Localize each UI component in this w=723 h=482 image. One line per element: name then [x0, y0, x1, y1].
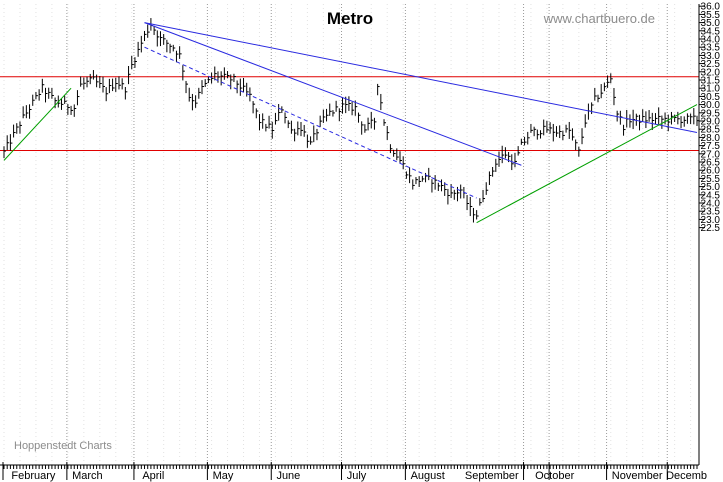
y-tick-label: 27.0 [701, 149, 721, 160]
x-tick-label: July [347, 470, 367, 482]
x-tick-label: April [142, 470, 164, 482]
source-label: www.chartbuero.de [543, 11, 655, 26]
y-tick-label: 26.0 [701, 166, 721, 177]
y-axis: 22.523.023.524.024.525.025.526.026.527.0… [699, 2, 720, 234]
y-tick-label: 27.5 [701, 141, 721, 152]
y-tick-label: 28.5 [701, 125, 721, 136]
y-tick-label: 34.0 [701, 35, 721, 46]
y-tick-label: 36.0 [701, 2, 721, 13]
y-tick-label: 32.5 [701, 59, 721, 70]
chart-title: Metro [327, 9, 373, 28]
x-tick-label: February [11, 470, 56, 482]
y-tick-label: 25.0 [701, 182, 721, 193]
y-tick-label: 33.0 [701, 51, 721, 62]
green-trend-line [476, 104, 698, 224]
y-tick-label: 31.5 [701, 76, 721, 87]
y-tick-label: 24.0 [701, 199, 721, 210]
x-tick-label: November [612, 470, 663, 482]
y-tick-label: 35.0 [701, 18, 721, 29]
y-tick-label: 29.5 [701, 108, 721, 119]
y-tick-label: 34.5 [701, 26, 721, 37]
x-axis: February March April May June July August Septe… [2, 462, 707, 482]
x-tick-label: October [535, 470, 574, 482]
y-tick-label: 23.5 [701, 207, 721, 218]
y-tick-label: 30.0 [701, 100, 721, 111]
y-tick-label: 28.0 [701, 133, 721, 144]
y-tick-label: 29.0 [701, 117, 721, 128]
x-tick-label: June [276, 470, 300, 482]
reference-lines [0, 76, 699, 152]
x-tick-label: August [411, 470, 445, 482]
y-tick-label: 30.5 [701, 92, 721, 103]
y-tick-label: 31.0 [701, 84, 721, 95]
y-tick-label: 24.5 [701, 190, 721, 201]
x-tick-label: September [465, 470, 519, 482]
blue-trend-line [144, 22, 698, 133]
x-tick-label: Decemb [666, 470, 707, 482]
blue-trend-line [144, 22, 522, 166]
trend-lines [3, 22, 698, 224]
y-tick-label: 32.0 [701, 67, 721, 78]
credit-label: Hoppenstedt Charts [14, 440, 112, 452]
y-tick-label: 26.5 [701, 158, 721, 169]
y-tick-label: 35.5 [701, 10, 721, 21]
y-tick-label: 33.5 [701, 43, 721, 54]
y-tick-label: 23.0 [701, 215, 721, 226]
blue-trend-line [144, 46, 477, 199]
green-trend-line [3, 87, 72, 161]
y-tick-label: 22.5 [701, 223, 721, 234]
y-tick-label: 25.5 [701, 174, 721, 185]
x-tick-label: May [213, 470, 234, 482]
x-tick-label: March [72, 470, 103, 482]
